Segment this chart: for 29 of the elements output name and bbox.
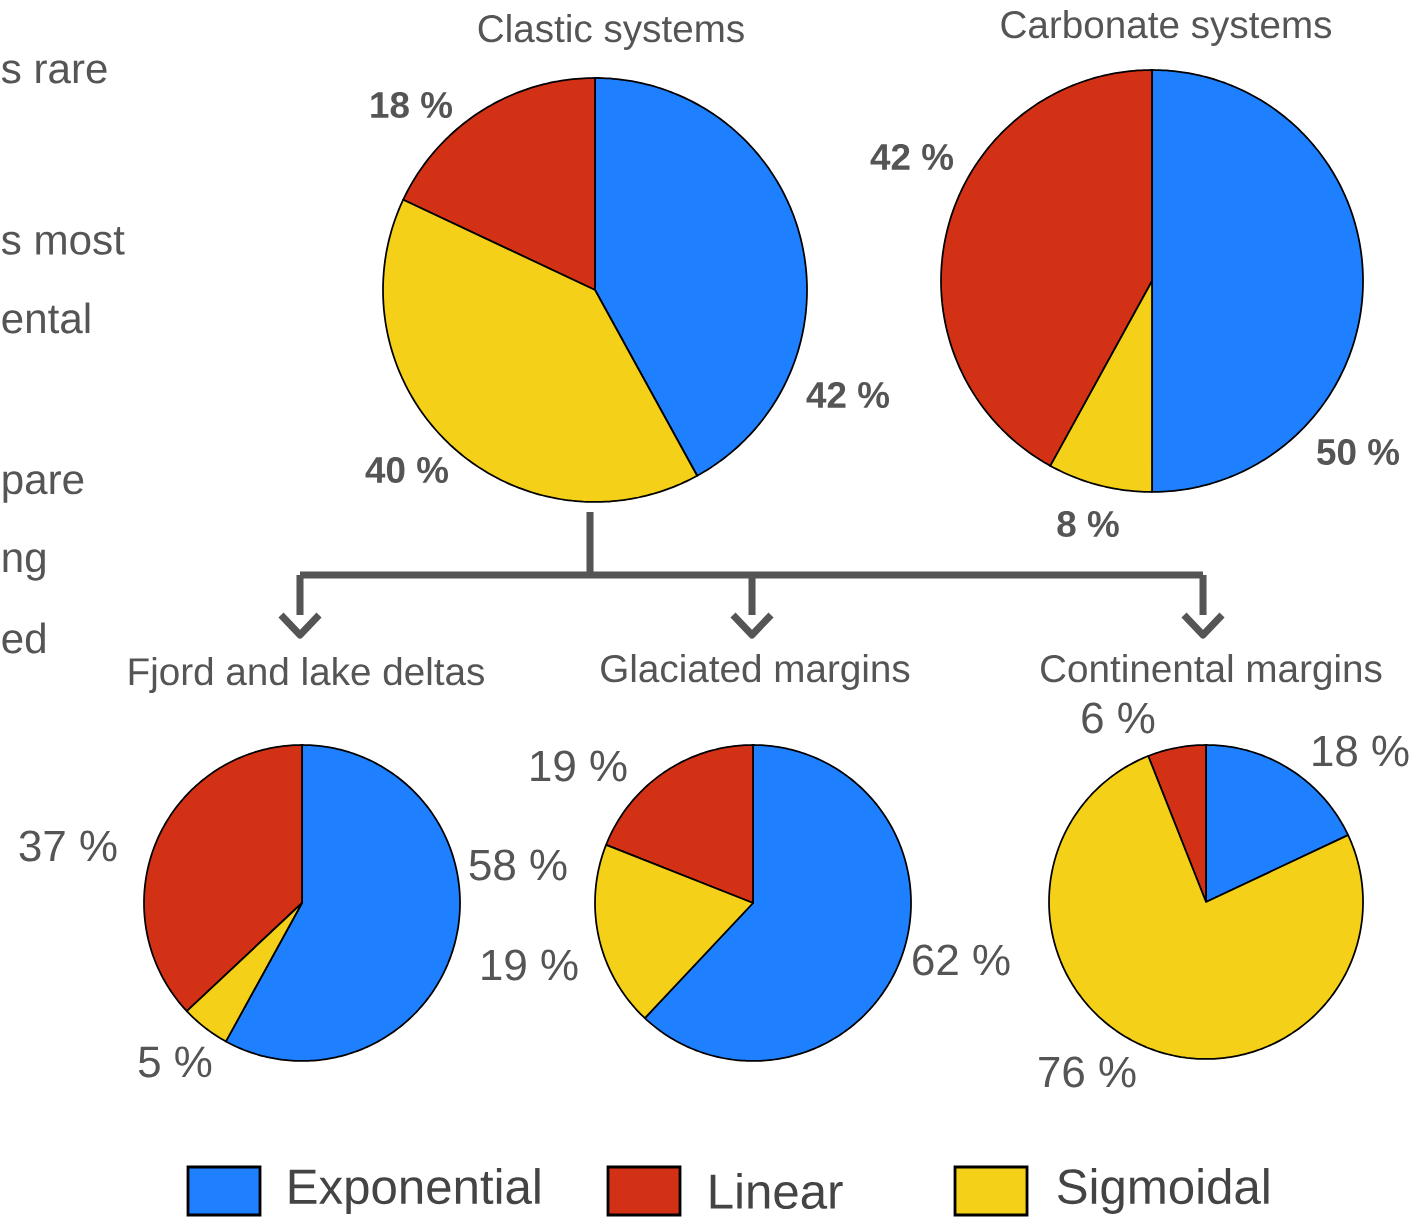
data-label: 50 % xyxy=(1317,438,1400,466)
legend-label: Linear xyxy=(710,1172,843,1210)
text: s most xyxy=(1,227,125,255)
data-label: 19 % xyxy=(482,949,578,981)
data-label: 37 % xyxy=(19,830,117,862)
data-label: 40 % xyxy=(365,456,449,484)
data-label: 58 % xyxy=(469,849,567,881)
data-label: 19 % xyxy=(531,750,627,782)
text: ental xyxy=(2,302,90,334)
text: pare xyxy=(3,471,84,503)
legend-label: Sigmoidal xyxy=(1057,1168,1269,1214)
text: s rare xyxy=(1,60,107,84)
text: ng xyxy=(3,549,45,581)
legend-label: Exponential xyxy=(289,1168,540,1214)
data-label: 18 % xyxy=(371,91,453,119)
data-label: 8 % xyxy=(1057,510,1119,538)
chart-title: Fjord and lake deltas xyxy=(129,656,484,693)
chart-title: Clastic systems xyxy=(478,13,744,50)
chart-title: Glaciated margins xyxy=(601,653,910,690)
data-label: 42 % xyxy=(870,143,954,170)
data-label: 6 % xyxy=(1082,702,1155,734)
data-label: 62 % xyxy=(913,944,1010,976)
text: ed xyxy=(2,622,45,654)
data-label: 18 % xyxy=(1313,735,1409,767)
chart-title: Carbonate systems xyxy=(1001,9,1332,46)
data-label: 5 % xyxy=(138,1046,212,1078)
chart-title: Continental margins xyxy=(1041,653,1382,690)
data-label: 76 % xyxy=(1039,1056,1136,1088)
data-label: 42 % xyxy=(806,381,890,408)
